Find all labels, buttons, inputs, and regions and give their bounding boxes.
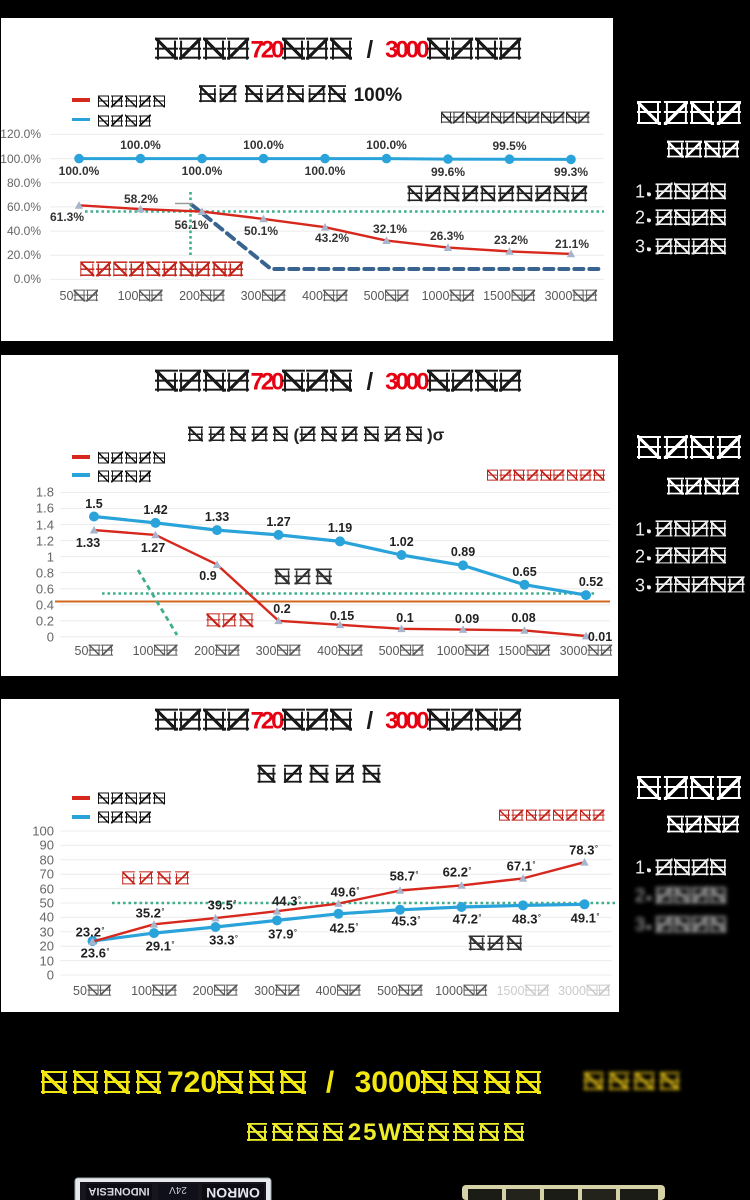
svg-text:OMRON: OMRON [206, 1185, 260, 1200]
svg-text:INDONESIA: INDONESIA [88, 1185, 149, 1197]
svg-text:24V: 24V [169, 1184, 187, 1195]
